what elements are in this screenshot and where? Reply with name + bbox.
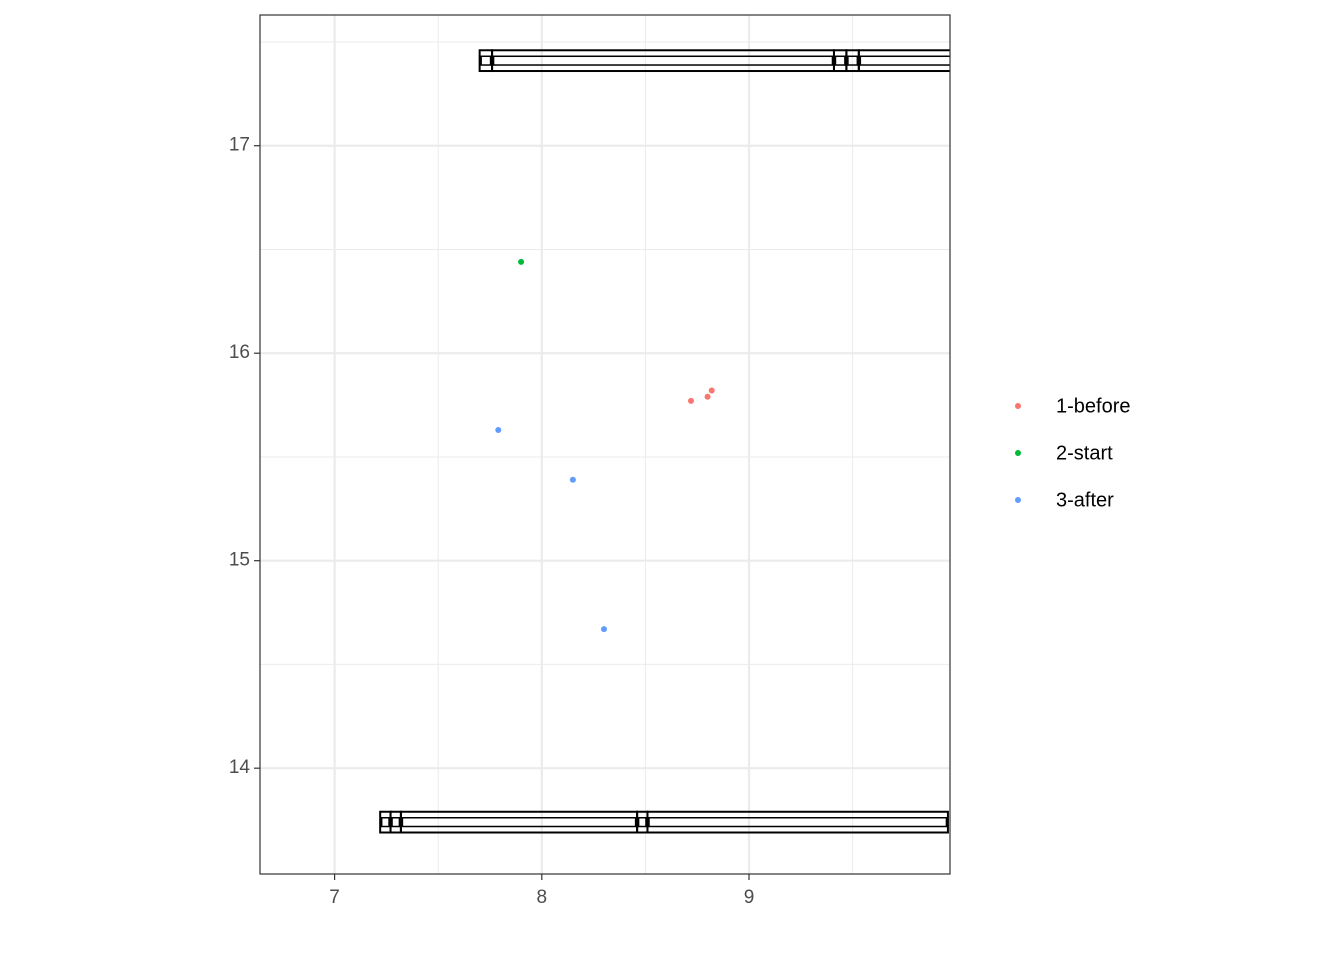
marks xyxy=(379,49,950,834)
legend-key xyxy=(1015,497,1021,503)
y-tick-label: 16 xyxy=(229,342,250,363)
grid xyxy=(260,15,950,874)
panel-border xyxy=(259,14,951,875)
rect-inner xyxy=(637,817,647,828)
x-tick-label: 7 xyxy=(329,887,340,908)
rect-inner xyxy=(391,817,401,828)
x-tick-label: 9 xyxy=(744,887,755,908)
point xyxy=(708,387,715,394)
rect-outer xyxy=(491,49,835,73)
legend-key xyxy=(1015,403,1021,409)
legend-key xyxy=(1015,450,1021,456)
rect-inner xyxy=(847,55,859,66)
point xyxy=(704,393,711,400)
legend-label: 1-before xyxy=(1056,395,1131,417)
rect-inner xyxy=(834,55,846,66)
rect-inner xyxy=(401,817,637,828)
x-tick-label: 8 xyxy=(537,887,548,908)
rect-inner xyxy=(859,55,950,66)
rect-outer xyxy=(857,49,950,73)
y-tick-label: 15 xyxy=(229,550,250,571)
rect-outer xyxy=(399,810,639,834)
rect-inner xyxy=(492,55,834,66)
y-tick-label: 14 xyxy=(229,757,251,778)
axes: 7 8 9 14 15 16 17 xyxy=(229,135,754,908)
rect-inner xyxy=(648,817,948,828)
point xyxy=(569,476,576,483)
point xyxy=(600,626,607,633)
rect-outer xyxy=(646,810,949,834)
legend-label: 3-after xyxy=(1056,489,1114,511)
point xyxy=(687,397,694,404)
point xyxy=(518,258,525,265)
rect-inner xyxy=(380,817,390,828)
legend-label: 2-start xyxy=(1056,442,1113,464)
rect-inner xyxy=(480,55,492,66)
point xyxy=(495,426,502,433)
y-tick-label: 17 xyxy=(229,135,250,156)
legend: 1-before 2-start 3-after xyxy=(1015,395,1131,511)
